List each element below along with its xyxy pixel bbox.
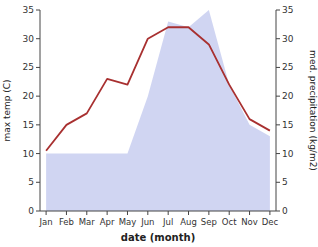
y-tick <box>36 38 40 39</box>
x-axis <box>40 211 276 212</box>
x-tick-label: Mar <box>79 217 96 227</box>
y-tick <box>36 211 40 212</box>
x-tick <box>249 211 250 215</box>
y2-tick-label: 0 <box>282 206 288 216</box>
x-tick <box>127 211 128 215</box>
x-tick-label: Jul <box>162 217 173 227</box>
x-tick-label: Jan <box>39 217 53 227</box>
x-tick <box>86 211 87 215</box>
x-tick-label: Feb <box>59 217 74 227</box>
y2-tick <box>276 67 280 68</box>
x-tick-label: Oct <box>222 217 237 227</box>
x-tick-label: Dec <box>262 217 279 227</box>
x-tick <box>208 211 209 215</box>
y-tick <box>36 182 40 183</box>
y-tick-label: 5 <box>28 177 34 187</box>
x-tick-label: Nov <box>241 217 258 227</box>
y2-tick-label: 5 <box>282 177 288 187</box>
x-tick-label: Aug <box>180 217 197 227</box>
y2-tick <box>276 211 280 212</box>
y-tick <box>36 124 40 125</box>
temp-line <box>46 27 270 150</box>
y-tick <box>36 96 40 97</box>
y-tick <box>36 67 40 68</box>
x-tick-label: Jun <box>140 217 154 227</box>
precip-area <box>46 10 270 211</box>
y2-tick <box>276 124 280 125</box>
y-tick <box>36 10 40 11</box>
x-tick <box>229 211 230 215</box>
chart: 0 5 10 15 20 25 30 35 0 5 10 15 20 25 30 35 Jan Feb Mar Apr… <box>0 0 318 247</box>
x-tick <box>168 211 169 215</box>
x-tick-label: May <box>119 217 137 227</box>
x-tick <box>66 211 67 215</box>
y-tick-label: 25 <box>23 62 34 72</box>
x-tick <box>107 211 108 215</box>
y-tick-label: 35 <box>23 5 34 15</box>
x-tick <box>269 211 270 215</box>
x-tick <box>188 211 189 215</box>
y2-tick <box>276 10 280 11</box>
x-tick <box>46 211 47 215</box>
x-tick-label: Sep <box>201 217 217 227</box>
y-label: max temp (C) <box>2 79 12 141</box>
y2-axis <box>276 10 277 211</box>
x-tick-label: Apr <box>100 217 115 227</box>
x-label: date (month) <box>121 232 195 243</box>
y2-tick-label: 25 <box>282 62 293 72</box>
plot-area <box>46 10 270 211</box>
y2-tick <box>276 153 280 154</box>
y-tick <box>36 153 40 154</box>
y2-tick-label: 15 <box>282 120 293 130</box>
y2-tick <box>276 182 280 183</box>
y2-tick <box>276 38 280 39</box>
y-tick-label: 30 <box>23 34 35 44</box>
y2-tick <box>276 96 280 97</box>
y2-tick-label: 20 <box>282 91 294 101</box>
y2-tick-label: 35 <box>282 5 293 15</box>
y-tick-label: 0 <box>28 206 34 216</box>
y-tick-label: 10 <box>23 149 35 159</box>
y2-tick-label: 10 <box>282 149 294 159</box>
y-tick-label: 20 <box>23 91 35 101</box>
x-tick <box>147 211 148 215</box>
y2-label: med. precipitation (kg/m2) <box>308 50 318 171</box>
y-axis <box>40 10 41 211</box>
y2-tick-label: 30 <box>282 34 294 44</box>
y-tick-label: 15 <box>23 120 34 130</box>
